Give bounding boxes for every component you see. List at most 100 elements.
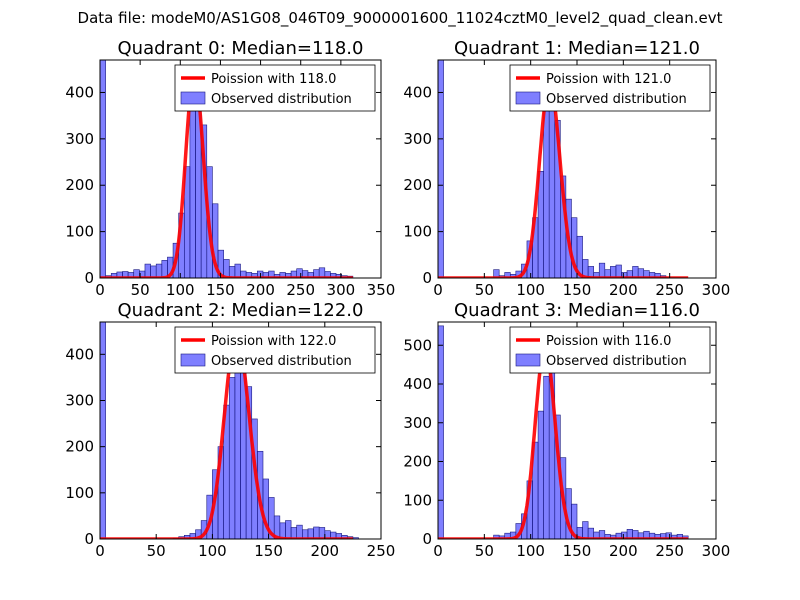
y-tick-label: 300: [403, 414, 432, 432]
plot-area: [100, 60, 354, 278]
histogram-bar: [234, 263, 241, 278]
legend-line-label: Poission with 116.0: [546, 334, 671, 349]
panel-0: 0 50 100 150 200 250 300 350 0 100 200 300 400 Quadra…: [65, 38, 395, 299]
histogram-bar: [161, 260, 168, 278]
poisson-curve: [438, 346, 689, 539]
histogram-bar: [223, 259, 230, 278]
x-tick-label: 200: [310, 542, 339, 560]
x-tick-label: 100: [516, 542, 545, 560]
histogram-bar: [313, 526, 320, 539]
y-tick-label: 300: [403, 130, 432, 148]
legend: Poission with 116.0 Observed distribution: [509, 326, 711, 374]
y-tick-label: 400: [65, 345, 94, 363]
histogram-bar: [144, 263, 151, 278]
x-tick-label: 0: [95, 281, 105, 299]
y-tick-label: 400: [403, 375, 432, 393]
histogram-bar: [548, 92, 556, 278]
poisson-curve: [100, 333, 353, 539]
y-tick-label: 500: [403, 336, 432, 354]
x-tick-label: 150: [206, 281, 235, 299]
poisson-curve: [438, 81, 689, 278]
legend-bar-swatch: [180, 91, 206, 105]
histogram-bar: [189, 110, 196, 278]
axes-frame: [99, 59, 382, 279]
x-tick-label: 200: [609, 281, 638, 299]
histogram-bar: [598, 262, 606, 278]
x-tick-label: 100: [516, 281, 545, 299]
y-tick-label: 0: [422, 530, 432, 548]
legend-box: [174, 326, 376, 374]
figure-title: Data file: modeM0/AS1G08_046T09_90000016…: [77, 9, 723, 27]
x-tick-label: 50: [131, 281, 150, 299]
panel-2: 0 50 100 150 200 250 0 100 200 300 400 Quadrant 2: …: [65, 300, 395, 560]
x-tick-label: 0: [433, 542, 443, 560]
legend-line-label: Poission with 122.0: [211, 334, 336, 349]
y-tick-label: 400: [403, 83, 432, 101]
x-tick-label: 250: [286, 281, 315, 299]
histogram-bar: [150, 265, 157, 278]
legend-bar-label: Observed distribution: [546, 92, 687, 107]
x-tick-label: 300: [327, 281, 356, 299]
y-tick-label: 100: [403, 223, 432, 241]
histogram-bar: [615, 264, 622, 278]
legend-box: [509, 64, 711, 112]
plot-area: [438, 325, 689, 539]
histogram-bar: [438, 325, 444, 539]
histogram-bar: [100, 322, 106, 539]
y-tick-label: 200: [403, 453, 432, 471]
histogram-bar: [100, 60, 106, 278]
x-tick-label: 150: [254, 542, 283, 560]
y-tick-label: 100: [65, 223, 94, 241]
y-tick-label: 200: [403, 176, 432, 194]
y-tick-label: 100: [65, 484, 94, 502]
panel-title: Quadrant 1: Median=121.0: [454, 38, 700, 59]
legend-bar-label: Observed distribution: [211, 92, 352, 107]
legend-bar-swatch: [515, 353, 541, 367]
x-tick-label: 200: [609, 542, 638, 560]
histogram-bar: [228, 377, 236, 539]
x-tick-label: 300: [702, 542, 731, 560]
legend: Poission with 122.0 Observed distribution: [174, 326, 376, 374]
x-tick-label: 0: [95, 542, 105, 560]
histogram-bar: [582, 521, 589, 539]
histogram-bar: [537, 410, 544, 539]
x-tick-label: 150: [563, 542, 592, 560]
histogram-bar: [543, 110, 550, 278]
y-tick-label: 300: [65, 130, 94, 148]
x-tick-label: 350: [367, 281, 396, 299]
y-tick-label: 300: [65, 391, 94, 409]
x-tick-label: 50: [475, 542, 494, 560]
legend-box: [174, 64, 376, 112]
axes-frame: [99, 321, 382, 540]
legend-bar-swatch: [180, 353, 206, 367]
plot-area: [438, 60, 689, 278]
x-tick-label: 50: [147, 542, 166, 560]
x-tick-label: 100: [198, 542, 227, 560]
y-tick-label: 400: [65, 83, 94, 101]
legend-bar-swatch: [515, 91, 541, 105]
x-tick-label: 250: [367, 542, 396, 560]
y-tick-label: 0: [422, 269, 432, 287]
y-tick-label: 200: [65, 176, 94, 194]
histogram-bar: [571, 503, 578, 539]
x-tick-label: 0: [433, 281, 443, 299]
histogram-bar: [543, 375, 550, 539]
panel-1: 0 50 100 150 200 250 300 0 100 200 300 400 Quadrant …: [403, 38, 730, 299]
x-tick-label: 50: [475, 281, 494, 299]
panel-title: Quadrant 2: Median=122.0: [118, 300, 364, 321]
panel-3: 0 50 100 150 200 250 300 0 100 200 300 400 500 Quadra…: [403, 300, 730, 560]
legend-line-label: Poission with 121.0: [546, 72, 671, 87]
x-tick-label: 300: [702, 281, 731, 299]
x-tick-label: 250: [655, 542, 684, 560]
y-tick-label: 200: [65, 438, 94, 456]
histogram-bar: [438, 60, 444, 278]
histogram-bar: [576, 235, 583, 278]
x-tick-label: 100: [166, 281, 195, 299]
legend-bar-label: Observed distribution: [546, 354, 687, 369]
y-tick-label: 0: [84, 530, 94, 548]
histogram-bar: [234, 344, 241, 539]
histogram-bar: [285, 520, 292, 539]
panel-title: Quadrant 0: Median=118.0: [118, 38, 364, 59]
histogram-bar: [296, 524, 303, 539]
